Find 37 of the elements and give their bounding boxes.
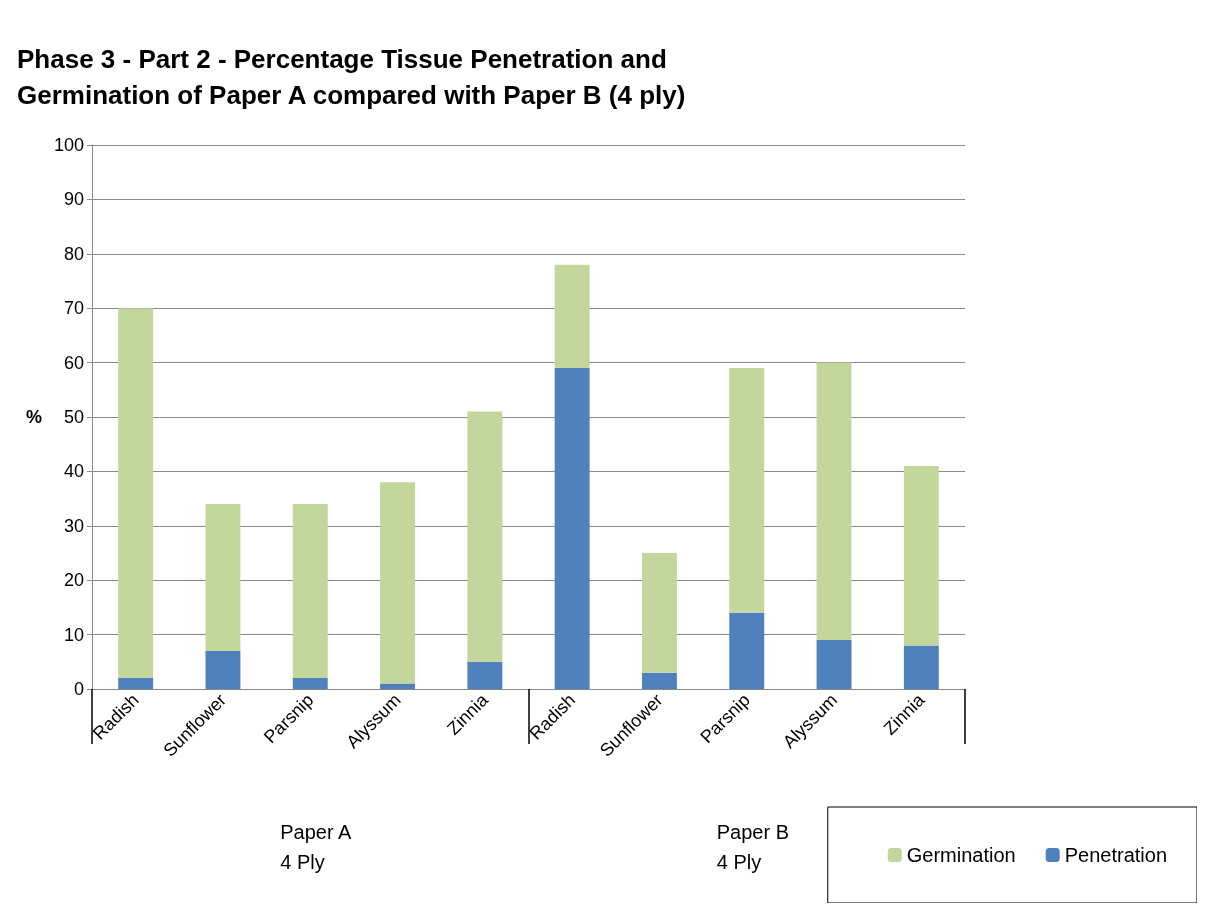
text: Paper A 4 Ply (280, 821, 353, 873)
y-tick-label: 0 (73, 679, 84, 699)
bar (292, 678, 328, 689)
bar (380, 683, 416, 689)
bar (205, 504, 241, 651)
y-tick-label: 80 (63, 243, 84, 264)
y-tick-label: 70 (63, 298, 84, 319)
y-tick-label: 50 (63, 407, 84, 427)
bar (467, 411, 503, 662)
bar (205, 650, 241, 689)
legend-label: Germination (906, 844, 1016, 866)
chart-title: Phase 3 - Part 2 - Percentage Tissue Penetration and Germination of Paper A compared with Paper B (4 ply) (17, 44, 686, 110)
bar (118, 308, 154, 679)
bar (292, 504, 328, 679)
bar (903, 645, 939, 689)
bar (554, 368, 590, 689)
y-tick-label: 60 (63, 352, 84, 373)
bar (641, 672, 677, 689)
bar (903, 465, 939, 646)
legend-label: Penetration (1064, 844, 1167, 866)
bar (816, 640, 852, 689)
y-tick-label: 40 (63, 461, 84, 482)
bar (816, 362, 852, 641)
y-tick-label: 20 (63, 570, 84, 591)
y-tick-label: 30 (63, 515, 84, 536)
y-tick-label: 100 (53, 135, 84, 155)
bar (729, 368, 765, 613)
y-tick-label: 10 (63, 624, 84, 645)
bar (467, 661, 503, 689)
bar (554, 264, 590, 369)
bar (380, 482, 416, 684)
y-axis-title: % (25, 407, 42, 427)
y-tick-label: 90 (63, 189, 84, 210)
text: Paper B 4 Ply (716, 821, 790, 873)
bar (729, 612, 765, 689)
bar (641, 553, 677, 673)
bar (118, 678, 154, 689)
